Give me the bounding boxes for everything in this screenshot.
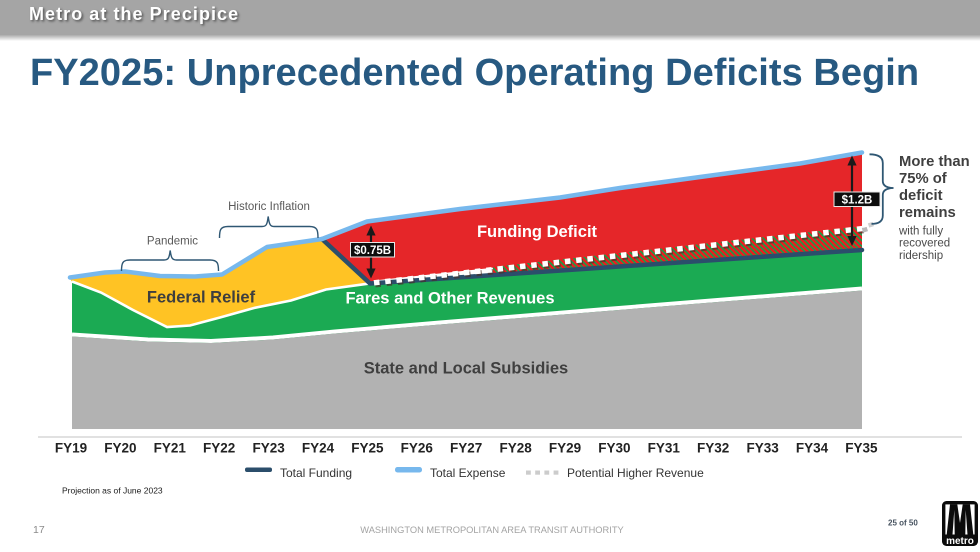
svg-text:Fares and Other Revenues: Fares and Other Revenues — [345, 290, 554, 308]
svg-text:Total Expense: Total Expense — [430, 466, 506, 480]
svg-text:FY27: FY27 — [450, 441, 482, 456]
svg-text:Federal Relief: Federal Relief — [147, 289, 256, 307]
svg-text:75% of: 75% of — [899, 171, 947, 187]
svg-text:25 of 50: 25 of 50 — [888, 519, 918, 528]
svg-text:Potential Higher Revenue: Potential Higher Revenue — [567, 466, 704, 480]
svg-text:FY22: FY22 — [203, 441, 235, 456]
svg-text:FY34: FY34 — [796, 441, 829, 456]
svg-text:FY23: FY23 — [252, 441, 285, 456]
svg-text:Historic Inflation: Historic Inflation — [228, 201, 310, 213]
svg-text:FY31: FY31 — [648, 441, 681, 456]
svg-text:Funding Deficit: Funding Deficit — [477, 223, 598, 241]
svg-text:WASHINGTON METROPOLITAN AREA T: WASHINGTON METROPOLITAN AREA TRANSIT AUT… — [360, 525, 623, 535]
svg-text:recovered: recovered — [899, 238, 950, 250]
svg-text:remains: remains — [899, 205, 956, 221]
svg-text:Total Funding: Total Funding — [280, 466, 352, 480]
svg-text:FY26: FY26 — [401, 441, 434, 456]
svg-text:FY25: FY25 — [351, 441, 384, 456]
svg-text:FY33: FY33 — [746, 441, 779, 456]
svg-text:deficit: deficit — [899, 188, 943, 204]
svg-text:Projection as of June 2023: Projection as of June 2023 — [62, 486, 163, 496]
svg-text:FY28: FY28 — [499, 441, 532, 456]
svg-text:$0.75B: $0.75B — [354, 245, 391, 257]
svg-text:metro: metro — [946, 536, 974, 547]
svg-text:$1.2B: $1.2B — [842, 195, 873, 207]
svg-text:Pandemic: Pandemic — [147, 236, 198, 248]
svg-text:FY19: FY19 — [55, 441, 87, 456]
svg-text:FY30: FY30 — [598, 441, 630, 456]
svg-text:State and Local Subsidies: State and Local Subsidies — [364, 360, 568, 378]
svg-text:FY32: FY32 — [697, 441, 729, 456]
svg-text:FY29: FY29 — [549, 441, 581, 456]
svg-text:More than: More than — [899, 154, 970, 170]
svg-text:FY24: FY24 — [302, 441, 335, 456]
svg-text:17: 17 — [33, 524, 45, 536]
svg-text:FY35: FY35 — [845, 441, 878, 456]
svg-text:FY21: FY21 — [154, 441, 187, 456]
svg-text:FY20: FY20 — [104, 441, 136, 456]
svg-text:ridership: ridership — [899, 250, 943, 262]
svg-text:with fully: with fully — [898, 226, 943, 238]
